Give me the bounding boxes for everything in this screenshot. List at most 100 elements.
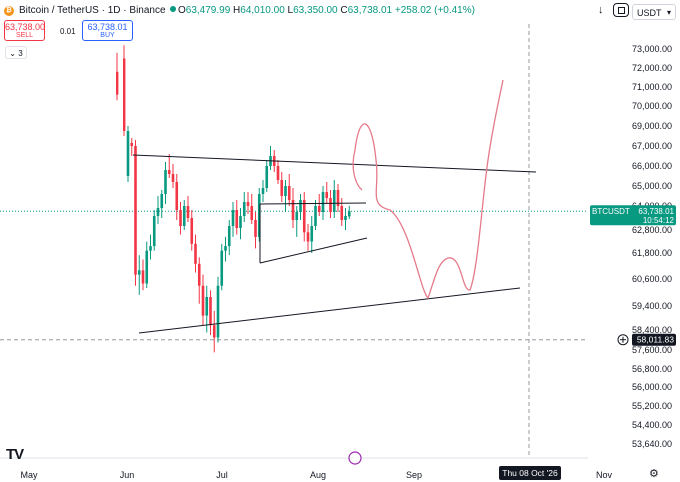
projection-path	[352, 149, 363, 191]
price-tick-label: 72,000.00	[632, 63, 672, 73]
chart-header: ₿ Bitcoin / TetherUS · 1D · Binance O63,…	[0, 0, 680, 24]
candle-body	[265, 166, 269, 188]
high-value: 64,010.00	[240, 5, 285, 16]
open-value: 63,479.99	[185, 5, 231, 16]
trendline-lower	[138, 287, 521, 334]
ohlc-readout: O63,479.99 H64,010.00 L63,350.00 C63,738…	[170, 5, 475, 16]
candle-body	[242, 202, 246, 216]
price-tick-label: 61,800.00	[632, 248, 672, 258]
close-value: 63,738.01	[347, 5, 393, 16]
candle-body	[231, 210, 235, 226]
download-icon[interactable]: ↓	[598, 4, 604, 16]
candle-body	[317, 206, 321, 212]
crosshair-date-badge	[499, 466, 561, 480]
candle-body	[246, 202, 250, 206]
symbol-title[interactable]: Bitcoin / TetherUS · 1D · Binance	[19, 5, 166, 16]
candle-body	[340, 206, 344, 220]
low-value: 63,350.00	[293, 5, 338, 16]
price-tick-label: 58,400.00	[632, 325, 672, 335]
candle-body	[212, 325, 216, 338]
candle-body	[171, 174, 175, 182]
candle-body	[314, 206, 317, 226]
candle-body	[295, 212, 299, 220]
chevron-down-icon: ⌄	[9, 49, 16, 58]
candle-body	[344, 216, 347, 220]
candle-body	[257, 194, 261, 237]
candle-body	[216, 285, 220, 338]
buy-label: BUY	[100, 32, 115, 39]
trendline-upper	[132, 154, 537, 173]
candle-body	[261, 188, 265, 194]
tradingview-logo: TV	[6, 446, 24, 463]
event-marker-icon	[348, 451, 362, 465]
current-price-value: 63,738.01	[638, 207, 674, 216]
candle-body	[302, 200, 306, 233]
candle-body	[194, 243, 197, 264]
crosshair-price-badge	[632, 333, 676, 346]
candle-body	[336, 190, 340, 206]
candle-body	[130, 143, 134, 146]
candle-body	[239, 216, 242, 228]
candle-body	[227, 226, 231, 247]
candle-body	[299, 200, 302, 212]
candle-body	[306, 232, 310, 242]
candle-body	[141, 270, 145, 284]
candle-body	[332, 190, 336, 212]
price-tick-label: 54,400.00	[632, 420, 672, 430]
fullscreen-icon[interactable]	[613, 3, 629, 17]
candle-body	[137, 270, 141, 275]
candle-body	[291, 200, 295, 220]
candle-body	[201, 285, 205, 316]
time-tick-label: Nov	[596, 470, 613, 480]
price-tick-label: 69,000.00	[632, 121, 672, 131]
indicators-toggle[interactable]: ⌄ 3	[5, 46, 27, 59]
price-tick-label: 59,400.00	[632, 301, 672, 311]
price-tick-label: 55,200.00	[632, 401, 672, 411]
price-tick-label: 62,800.00	[632, 225, 672, 235]
price-tick-label: 57,600.00	[632, 345, 672, 355]
candle-body	[347, 211, 351, 217]
candle-body	[284, 186, 287, 196]
bar-countdown: 10:54:12	[643, 216, 675, 225]
bitcoin-icon: ₿	[4, 6, 14, 16]
currency-select[interactable]: USDT	[632, 4, 676, 21]
candle-body	[186, 206, 190, 218]
candle-body	[325, 192, 329, 198]
candle-body	[175, 182, 179, 210]
sell-button[interactable]: 63,738.00 SELL	[4, 20, 45, 41]
candle-body	[209, 297, 212, 326]
sell-label: SELL	[15, 32, 34, 39]
candle-body	[190, 218, 194, 244]
candle-body	[134, 146, 137, 275]
buy-button[interactable]: 63,738.01 BUY	[82, 20, 133, 41]
price-tick-label: 66,000.00	[632, 161, 672, 171]
price-tick-label: 56,800.00	[632, 364, 672, 374]
price-tick-label: 70,000.00	[632, 101, 672, 111]
candle-body	[235, 210, 239, 228]
candle-body	[220, 250, 224, 286]
price-tick-label: 53,640.00	[632, 439, 672, 449]
candle-body	[116, 71, 119, 95]
sell-price: 63,738.00	[5, 22, 46, 32]
current-price-badge	[590, 205, 676, 226]
candle-body	[182, 206, 186, 226]
candle-body	[152, 216, 156, 247]
candle-body	[205, 297, 209, 316]
candle-body	[164, 170, 167, 194]
settings-icon[interactable]: ⚙	[649, 468, 659, 480]
projection-path	[354, 79, 504, 300]
candle-body	[280, 180, 284, 196]
crosshair-price-value: 58,011.83	[637, 335, 674, 345]
trendline-inner-bottom	[259, 237, 368, 264]
price-tick-label: 71,000.00	[632, 82, 672, 92]
price-tick-label: 73,000.00	[632, 44, 672, 54]
candle-body	[167, 170, 171, 174]
time-tick-label: May	[20, 470, 38, 480]
current-price-symbol: BTCUSDT	[592, 207, 630, 216]
time-tick-label: Jul	[216, 470, 228, 480]
price-tick-label: 60,600.00	[632, 274, 672, 284]
candle-body	[276, 166, 280, 180]
candle-body	[156, 208, 160, 216]
price-tick-label: 65,000.00	[632, 181, 672, 191]
